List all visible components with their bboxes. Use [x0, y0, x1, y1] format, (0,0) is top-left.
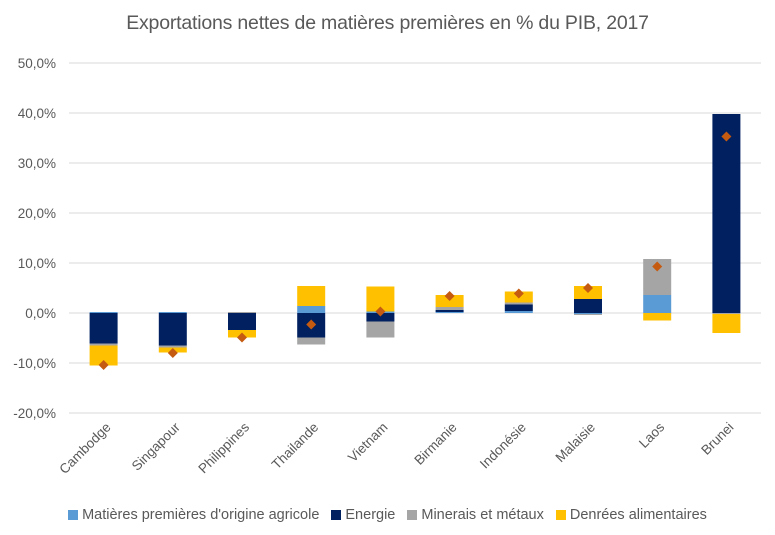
x-tick-label: Thailande: [269, 420, 322, 473]
bar-segment: [297, 306, 326, 313]
x-axis: Cambodge Singapour Philippines Thailande Vie…: [56, 419, 736, 477]
total-marker: [167, 348, 178, 358]
total-marker: [721, 131, 732, 142]
bar-segment: [89, 313, 118, 344]
bar-segment: [158, 313, 187, 346]
x-tick-label: Cambodge: [56, 420, 113, 477]
bars: [89, 114, 741, 366]
legend-label: Matières premières d'origine agricole: [82, 507, 320, 523]
legend-swatch: [407, 510, 418, 520]
x-tick-label: Philippines: [195, 419, 252, 476]
x-tick-label: Vietnam: [345, 420, 390, 465]
legend-item: Minerais et métaux: [407, 507, 544, 523]
bar-segment: [574, 299, 602, 313]
x-tick-label: Birmanie: [411, 420, 459, 468]
x-tick-label: Singapour: [129, 419, 183, 473]
total-marker: [237, 332, 247, 343]
legend-item: Matières premières d'origine agricole: [68, 507, 319, 523]
bar-segment: [89, 312, 118, 313]
bar-segment: [435, 307, 464, 310]
x-tick-label: Laos: [636, 419, 667, 450]
legend-item: Energie: [331, 507, 395, 523]
y-tick-label: 50,0%: [18, 56, 56, 71]
bar-segment: [435, 310, 464, 312]
total-marker: [98, 360, 109, 370]
total-markers: [98, 131, 732, 370]
bar-segment: [712, 313, 741, 314]
legend-swatch: [555, 510, 566, 520]
y-tick-label: 20,0%: [18, 206, 56, 221]
bar-segment: [504, 304, 533, 311]
gridlines: [69, 62, 761, 414]
total-marker: [306, 319, 317, 330]
total-marker: [583, 283, 593, 293]
legend-item: Denrées alimentaires: [555, 507, 707, 523]
bar-segment: [574, 314, 602, 315]
legend-swatch: [331, 510, 342, 520]
bar-segment: [228, 312, 256, 313]
legend-label: Energie: [345, 507, 396, 523]
bar-segment: [435, 312, 464, 313]
legend-label: Minerais et métaux: [421, 507, 544, 523]
y-axis: 50,0% 40,0% 30,0% 20,0% 10,0% 0,0% -10,0% -20,0…: [13, 56, 56, 421]
bar-segment: [228, 313, 256, 330]
total-marker: [513, 288, 524, 299]
y-tick-label: -10,0%: [13, 356, 56, 371]
y-tick-label: 40,0%: [18, 106, 56, 121]
bar-segment: [643, 295, 672, 313]
bar-segment: [712, 114, 741, 313]
y-tick-label: 0,0%: [25, 306, 56, 321]
total-marker: [375, 306, 386, 317]
y-tick-label: 30,0%: [18, 156, 56, 171]
legend-label: Denrées alimentaires: [569, 507, 707, 523]
total-marker: [444, 291, 455, 301]
y-tick-label: 10,0%: [18, 256, 56, 271]
bar-segment: [366, 313, 395, 322]
chart-title: Exportations nettes de matières première…: [126, 12, 649, 34]
bar-segment: [158, 312, 187, 313]
bar-segment: [643, 313, 672, 321]
bar-segment: [712, 314, 741, 333]
x-tick-label: Indonésie: [477, 420, 529, 472]
bar-segment: [158, 345, 187, 348]
bar-segment: [504, 311, 533, 313]
bar-segment: [504, 302, 533, 305]
total-marker: [652, 261, 663, 272]
bar-segment: [574, 313, 602, 314]
legend: Matières premières d'origine agricole Ene…: [0, 507, 775, 523]
legend-swatch: [68, 510, 79, 520]
bar-segment: [89, 345, 118, 366]
bar-segment: [297, 337, 326, 345]
x-tick-label: Malaisie: [552, 420, 598, 466]
y-tick-label: -20,0%: [13, 406, 56, 421]
bar-segment: [366, 321, 395, 338]
x-tick-label: Brunei: [698, 420, 736, 458]
bar-segment: [89, 343, 118, 346]
bar-segment: [297, 286, 326, 306]
